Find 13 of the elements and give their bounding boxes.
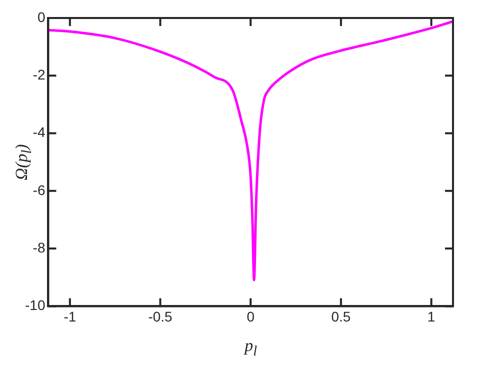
y-tick-label: -10 — [25, 297, 46, 314]
y-tick-label: -6 — [32, 182, 46, 198]
x-tick-label: 0 — [246, 308, 255, 324]
x-tick-label: 1 — [427, 308, 436, 324]
y-tick-label: -2 — [32, 66, 46, 82]
x-tick-label: 0.5 — [331, 308, 351, 324]
x-axis-title: p$_{l}$ — [244, 336, 258, 361]
line-series — [48, 20, 453, 282]
y-tick-label: 0 — [37, 8, 46, 25]
y-tick-label: -4 — [32, 124, 46, 140]
x-tick-label: -0.5 — [148, 308, 173, 324]
y-tick-label: -8 — [32, 239, 46, 256]
x-tick-label: -1 — [64, 308, 76, 324]
